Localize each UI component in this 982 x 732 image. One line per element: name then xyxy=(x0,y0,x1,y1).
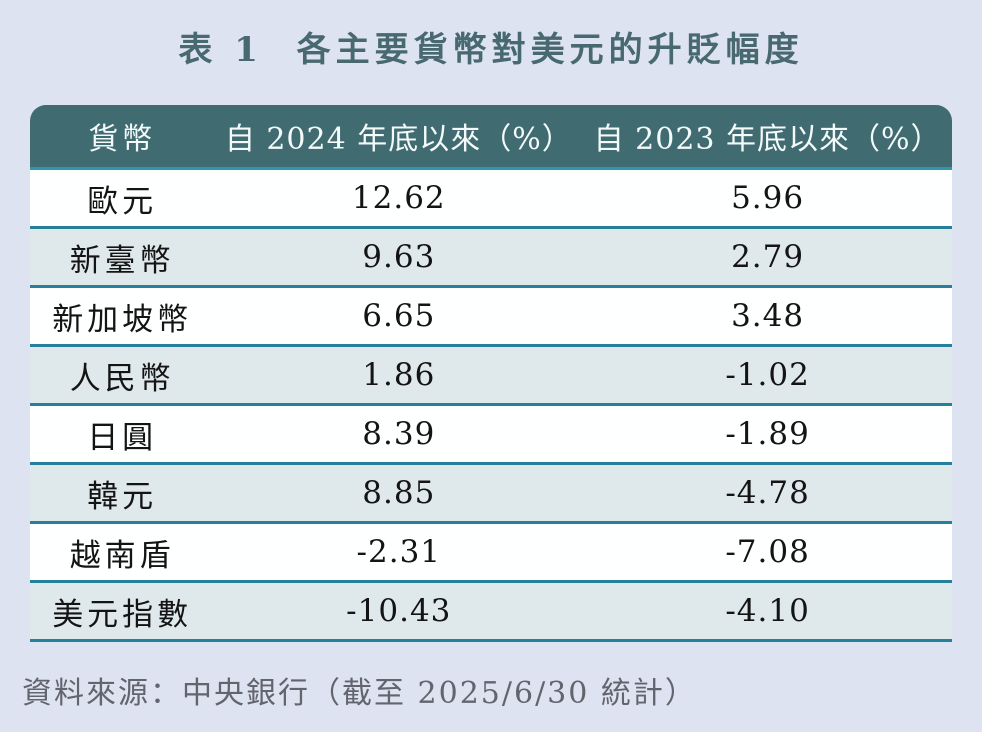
currency-cell: 歐元 xyxy=(87,183,158,220)
currency-cell: 韓元 xyxy=(87,478,158,515)
since-2024-cell: 9.63 xyxy=(362,239,436,275)
currency-cell: 美元指數 xyxy=(52,596,193,633)
table-row: 人民幣 1.86 -1.02 xyxy=(30,347,952,406)
table-header-row: 貨幣 自 2024 年底以來（%） 自 2023 年底以來（%） xyxy=(30,105,952,170)
table-row: 歐元 12.62 5.96 xyxy=(30,170,952,229)
table-body: 歐元 12.62 5.96 新臺幣 9.63 2.79 新加坡幣 6.65 3.… xyxy=(30,170,952,642)
since-2023-cell: -1.89 xyxy=(725,416,810,452)
source-note: 資料來源：中央銀行（截至 2025/6/30 統計） xyxy=(22,676,697,711)
table-title: 表 1 各主要貨幣對美元的升貶幅度 xyxy=(178,30,804,70)
currency-cell: 新臺幣 xyxy=(69,242,175,279)
currency-cell: 越南盾 xyxy=(69,537,175,574)
table-row: 新臺幣 9.63 2.79 xyxy=(30,229,952,288)
header-since-2024: 自 2024 年底以來（%） xyxy=(224,122,573,157)
since-2023-cell: 2.79 xyxy=(731,239,805,275)
since-2023-cell: -1.02 xyxy=(725,357,810,393)
since-2023-cell: -7.08 xyxy=(725,534,810,570)
header-currency: 貨幣 xyxy=(88,122,157,157)
since-2024-cell: -2.31 xyxy=(356,534,442,570)
currency-table: 貨幣 自 2024 年底以來（%） 自 2023 年底以來（%） 歐元 12.6… xyxy=(30,105,952,642)
currency-cell: 新加坡幣 xyxy=(52,301,193,338)
since-2024-cell: 8.39 xyxy=(362,416,436,452)
since-2023-cell: 5.96 xyxy=(731,180,805,216)
since-2023-cell: -4.78 xyxy=(725,475,810,511)
currency-cell: 日圓 xyxy=(87,419,158,456)
since-2024-cell: 12.62 xyxy=(351,180,446,216)
since-2024-cell: 1.86 xyxy=(362,357,436,393)
table-row: 韓元 8.85 -4.78 xyxy=(30,465,952,524)
table-row: 新加坡幣 6.65 3.48 xyxy=(30,288,952,347)
currency-cell: 人民幣 xyxy=(69,360,175,397)
since-2024-cell: 6.65 xyxy=(362,298,436,334)
since-2023-cell: -4.10 xyxy=(725,593,810,629)
header-since-2023: 自 2023 年底以來（%） xyxy=(593,122,942,157)
since-2024-cell: 8.85 xyxy=(362,475,436,511)
table-row: 日圓 8.39 -1.89 xyxy=(30,406,952,465)
since-2024-cell: -10.43 xyxy=(346,593,452,629)
table-row: 越南盾 -2.31 -7.08 xyxy=(30,524,952,583)
table-row: 美元指數 -10.43 -4.10 xyxy=(30,583,952,642)
since-2023-cell: 3.48 xyxy=(731,298,805,334)
